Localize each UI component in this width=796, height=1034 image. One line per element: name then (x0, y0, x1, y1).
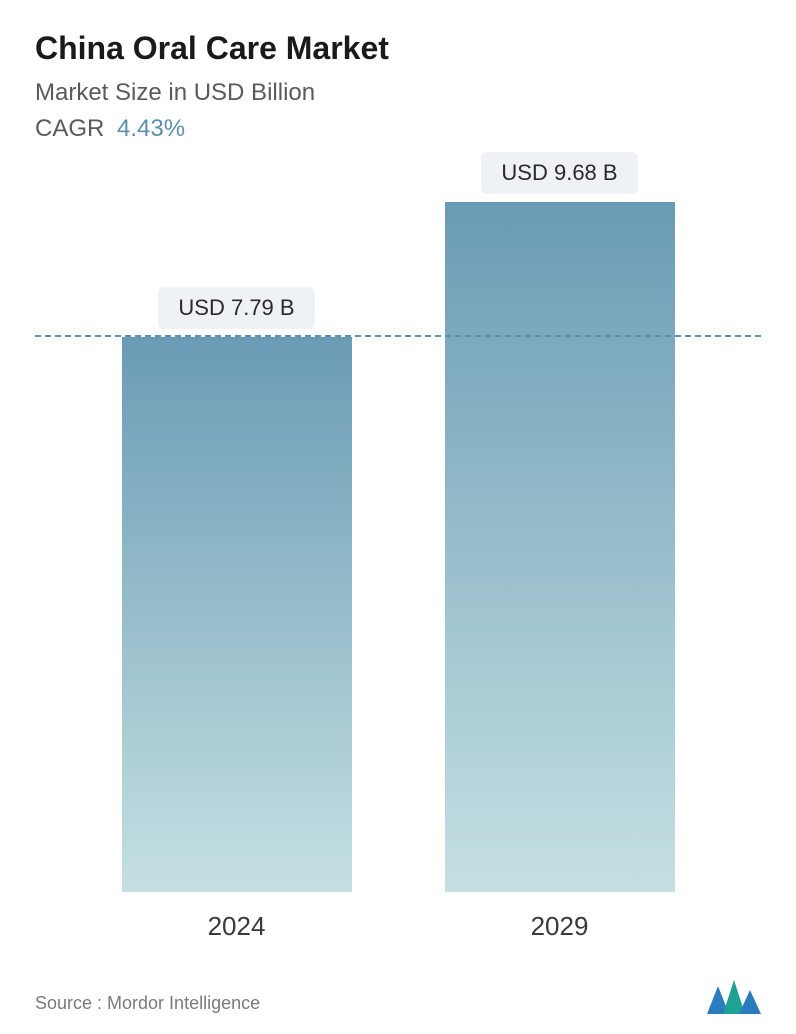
bar-0 (122, 337, 352, 892)
bars-wrap: USD 7.79 B USD 9.68 B (35, 188, 761, 892)
chart-title: China Oral Care Market (35, 30, 761, 67)
chart-area: USD 7.79 B USD 9.68 B 2024 2029 (35, 188, 761, 952)
chart-subtitle: Market Size in USD Billion (35, 79, 761, 107)
chart-container: China Oral Care Market Market Size in US… (0, 0, 796, 1034)
x-labels: 2024 2029 (35, 911, 761, 942)
source-text: Source : Mordor Intelligence (35, 993, 260, 1014)
x-label-0: 2024 (122, 911, 352, 942)
cagr-label: CAGR (35, 115, 104, 142)
x-label-1: 2029 (445, 911, 675, 942)
reference-line (35, 335, 761, 337)
value-badge-1: USD 9.68 B (481, 152, 637, 194)
value-badge-0: USD 7.79 B (158, 287, 314, 329)
bar-group-1: USD 9.68 B (445, 188, 675, 892)
bar-1 (445, 202, 675, 892)
footer: Source : Mordor Intelligence (35, 972, 761, 1014)
logo-icon (707, 980, 761, 1014)
cagr-value: 4.43% (117, 115, 185, 142)
bar-group-0: USD 7.79 B (122, 188, 352, 892)
cagr-row: CAGR 4.43% (35, 115, 761, 143)
